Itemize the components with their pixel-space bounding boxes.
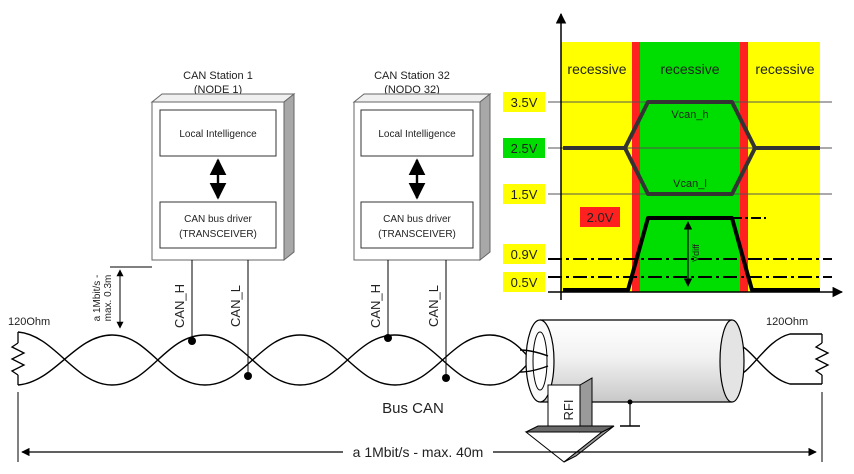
length-label: a 1Mbit/s - max. 40m bbox=[353, 444, 484, 460]
station-32-can-h-junction bbox=[384, 334, 392, 342]
state-label-recessive-3: recessive bbox=[755, 61, 814, 77]
station-1-can-h-junction bbox=[188, 337, 196, 345]
signal-diagram: Vdiff recessive recessive recessive Vcan… bbox=[503, 12, 844, 300]
level-badge-1.5v: 1.5V bbox=[503, 184, 545, 204]
recessive-zone-left bbox=[561, 42, 632, 292]
station-1-can-l-junction bbox=[244, 372, 252, 380]
station-32-title: CAN Station 32 bbox=[374, 70, 450, 82]
vcan-h-waveform bbox=[563, 100, 820, 150]
state-label-recessive-2: recessive bbox=[660, 61, 719, 77]
svg-text:2.5V: 2.5V bbox=[511, 141, 538, 156]
svg-text:1.5V: 1.5V bbox=[511, 187, 538, 202]
terminator-left-label: 120Ohm bbox=[8, 316, 50, 328]
svg-text:0.5V: 0.5V bbox=[511, 275, 538, 290]
terminator-right-label: 120Ohm bbox=[766, 316, 808, 328]
level-badge-2.5v: 2.5V bbox=[503, 138, 545, 158]
rfi-label: RFI bbox=[561, 400, 576, 421]
station-32-driver-label-1: CAN bus driver bbox=[383, 214, 451, 225]
bus-wire-a bbox=[17, 331, 541, 386]
vcan-l-label: Vcan_l bbox=[673, 178, 707, 190]
station-32-logic-label: Local Intelligence bbox=[378, 129, 456, 140]
station-1: CAN Station 1 (NODE 1) Local Intelligenc… bbox=[150, 70, 296, 380]
station-1-subtitle: (NODE 1) bbox=[194, 84, 242, 96]
vdiff-waveform bbox=[563, 216, 820, 292]
station-32-can-l-label: CAN_L bbox=[426, 285, 441, 327]
state-label-recessive-1: recessive bbox=[567, 61, 626, 77]
vcan-h-label: Vcan_h bbox=[671, 109, 708, 121]
station-32-driver-label-2: (TRANSCEIVER) bbox=[378, 229, 456, 240]
vcan-l-waveform bbox=[623, 147, 757, 196]
stub-label-1: a 1Mbit/s - bbox=[92, 275, 103, 322]
station-32-driver-box bbox=[360, 201, 474, 249]
terminator-right bbox=[814, 334, 830, 384]
station-1-logic-label: Local Intelligence bbox=[179, 129, 257, 140]
level-badge-0.5v: 0.5V bbox=[503, 272, 545, 292]
station-32-logic-box bbox=[360, 109, 474, 157]
station-1-driver-box bbox=[159, 201, 277, 249]
threshold-badge-2.0v: 2.0V bbox=[580, 207, 620, 227]
dominant-zone bbox=[640, 42, 740, 292]
bus-label: Bus CAN bbox=[382, 400, 444, 417]
station-32-can-l-junction bbox=[442, 374, 450, 382]
recessive-zone-right bbox=[748, 42, 820, 292]
station-32-can-h-label: CAN_H bbox=[368, 284, 383, 328]
shielded-cable bbox=[519, 319, 745, 427]
bus-wire-b bbox=[17, 334, 541, 386]
station-1-can-l-label: CAN_L bbox=[228, 285, 243, 327]
station-32: CAN Station 32 (NODO 32) Local Intellige… bbox=[352, 70, 492, 382]
stub-label-2: max. 0.3m bbox=[103, 275, 114, 322]
svg-text:0.9V: 0.9V bbox=[511, 247, 538, 262]
station-1-logic-box bbox=[159, 109, 277, 157]
vdiff-label: Vdiff bbox=[691, 244, 701, 262]
station-1-driver-label-2: (TRANSCEIVER) bbox=[179, 229, 257, 240]
svg-text:3.5V: 3.5V bbox=[511, 95, 538, 110]
station-32-subtitle: (NODO 32) bbox=[384, 84, 440, 96]
bus-wire-right bbox=[734, 333, 822, 385]
level-badge-0.9v: 0.9V bbox=[503, 244, 545, 264]
station-1-driver-label-1: CAN bus driver bbox=[184, 214, 252, 225]
svg-text:2.0V: 2.0V bbox=[587, 210, 614, 225]
station-1-title: CAN Station 1 bbox=[183, 70, 253, 82]
terminator-left bbox=[10, 332, 26, 385]
station-1-can-h-label: CAN_H bbox=[172, 284, 187, 328]
level-badge-3.5v: 3.5V bbox=[503, 92, 545, 112]
